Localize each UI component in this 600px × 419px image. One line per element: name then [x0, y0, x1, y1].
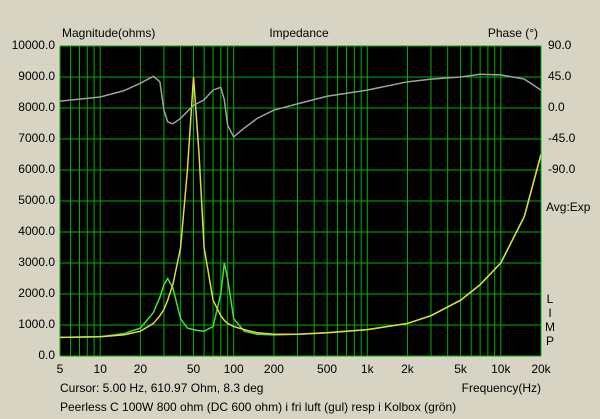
average-mode: Avg:Exp [546, 200, 591, 214]
x-tick-label: 1k [361, 362, 375, 376]
y-tick-label: 8000.0 [18, 100, 55, 114]
y2-tick-label: 90.0 [548, 38, 572, 52]
y-tick-label: 1000.0 [18, 317, 55, 331]
y-axis-label: Magnitude(ohms) [62, 26, 155, 40]
x-tick-label: 500 [317, 362, 337, 376]
side-letter: I [548, 306, 551, 320]
x-tick-label: 5 [57, 362, 64, 376]
y-tick-label: 5000.0 [18, 193, 55, 207]
x-tick-label: 100 [224, 362, 244, 376]
y-tick-label: 4000.0 [18, 224, 55, 238]
y2-tick-label: -45.0 [548, 131, 576, 145]
side-letter: P [546, 334, 554, 348]
x-tick-label: 50 [187, 362, 201, 376]
side-letter: M [545, 320, 555, 334]
footer-caption: Peerless C 100W 800 ohm (DC 600 ohm) i f… [60, 400, 456, 414]
x-tick-label: 10 [94, 362, 108, 376]
x-tick-label: 2k [401, 362, 415, 376]
y-tick-label: 10000.0 [12, 38, 56, 52]
y-tick-label: 7000.0 [18, 131, 55, 145]
plot-lines [60, 73, 541, 339]
x-tick-label: 20k [531, 362, 551, 376]
y-tick-label: 9000.0 [18, 69, 55, 83]
x-tick-label: 20 [134, 362, 148, 376]
side-letter: L [547, 292, 554, 306]
y2-tick-label: 0.0 [548, 100, 565, 114]
y-tick-label: 0.0 [38, 348, 55, 362]
impedance-line [60, 76, 541, 339]
y2-axis-label: Phase (°) [488, 26, 538, 40]
x-tick-label: 5k [454, 362, 468, 376]
y-tick-label: 6000.0 [18, 162, 55, 176]
y2-tick-label: -90.0 [548, 162, 576, 176]
phase-line [60, 73, 541, 139]
cursor-readout: Cursor: 5.00 Hz, 610.97 Ohm, 8.3 deg [60, 381, 263, 395]
y2-tick-label: 45.0 [548, 69, 572, 83]
y-tick-label: 3000.0 [18, 255, 55, 269]
x-tick-label: 200 [264, 362, 284, 376]
x-axis-label: Frequency(Hz) [462, 381, 541, 395]
y-tick-label: 2000.0 [18, 286, 55, 300]
x-tick-label: 10k [491, 362, 511, 376]
chart-title: Impedance [269, 26, 329, 40]
